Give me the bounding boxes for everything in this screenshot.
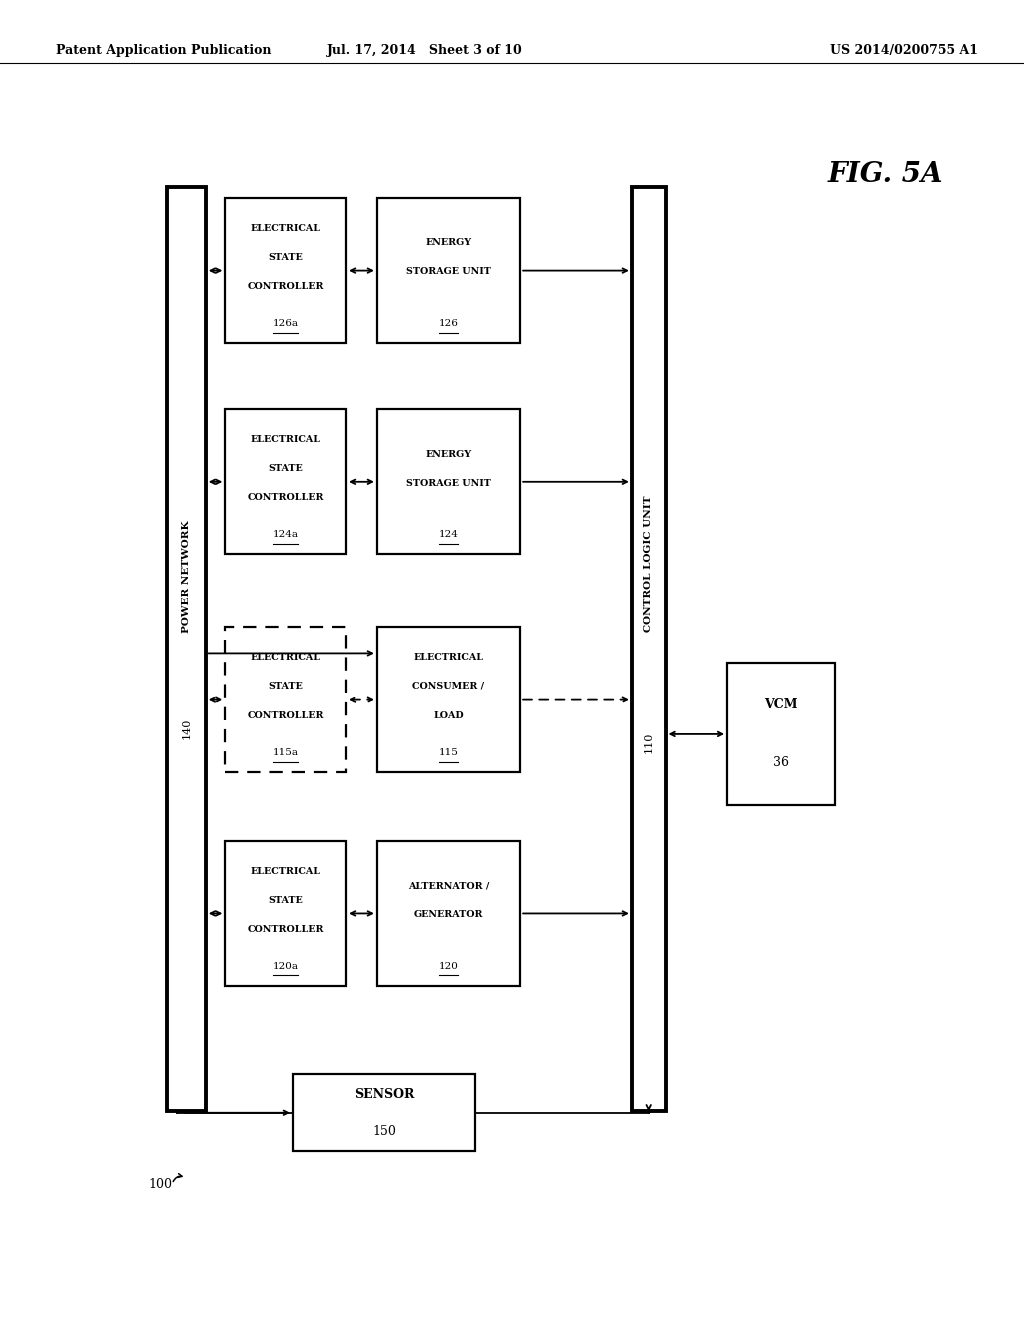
Bar xyxy=(167,187,206,1111)
Text: 140: 140 xyxy=(181,718,191,739)
Text: VCM: VCM xyxy=(764,698,798,711)
Text: 120: 120 xyxy=(438,962,459,970)
Text: 124: 124 xyxy=(438,531,459,539)
Text: GENERATOR: GENERATOR xyxy=(414,911,483,919)
Text: Jul. 17, 2014   Sheet 3 of 10: Jul. 17, 2014 Sheet 3 of 10 xyxy=(327,44,523,57)
Bar xyxy=(225,409,346,554)
Text: POWER NETWORK: POWER NETWORK xyxy=(182,520,190,634)
Text: ALTERNATOR /: ALTERNATOR / xyxy=(408,882,489,890)
Text: ELECTRICAL: ELECTRICAL xyxy=(414,653,483,661)
Text: CONTROLLER: CONTROLLER xyxy=(248,494,324,502)
Text: 115a: 115a xyxy=(272,748,299,756)
Text: STATE: STATE xyxy=(268,465,303,473)
Text: STATE: STATE xyxy=(268,682,303,690)
Bar xyxy=(727,663,835,805)
Bar xyxy=(377,198,520,343)
Text: 115: 115 xyxy=(438,748,459,756)
Text: 124a: 124a xyxy=(272,531,299,539)
Bar xyxy=(377,841,520,986)
Text: 120a: 120a xyxy=(272,962,299,970)
Text: CONSUMER /: CONSUMER / xyxy=(413,682,484,690)
Text: ENERGY: ENERGY xyxy=(425,450,472,458)
Text: STATE: STATE xyxy=(268,896,303,904)
Text: ELECTRICAL: ELECTRICAL xyxy=(251,653,321,661)
Text: 150: 150 xyxy=(372,1125,396,1138)
Text: US 2014/0200755 A1: US 2014/0200755 A1 xyxy=(829,44,978,57)
Bar xyxy=(225,841,346,986)
Text: ELECTRICAL: ELECTRICAL xyxy=(251,867,321,875)
Text: SENSOR: SENSOR xyxy=(354,1088,414,1101)
Text: 126a: 126a xyxy=(272,319,299,327)
Bar xyxy=(377,409,520,554)
Text: STORAGE UNIT: STORAGE UNIT xyxy=(407,268,490,276)
Bar xyxy=(293,1074,475,1151)
Text: ELECTRICAL: ELECTRICAL xyxy=(251,224,321,232)
Bar xyxy=(377,627,520,772)
Text: Patent Application Publication: Patent Application Publication xyxy=(56,44,271,57)
Bar xyxy=(632,187,666,1111)
Bar xyxy=(225,627,346,772)
Text: 100: 100 xyxy=(148,1177,173,1191)
Text: FIG. 5A: FIG. 5A xyxy=(828,161,943,187)
Bar xyxy=(225,198,346,343)
Text: CONTROL LOGIC UNIT: CONTROL LOGIC UNIT xyxy=(644,495,653,632)
Text: 126: 126 xyxy=(438,319,459,327)
Text: 110: 110 xyxy=(644,731,653,752)
Text: CONTROLLER: CONTROLLER xyxy=(248,711,324,719)
Text: STATE: STATE xyxy=(268,253,303,261)
Text: ENERGY: ENERGY xyxy=(425,239,472,247)
Text: CONTROLLER: CONTROLLER xyxy=(248,925,324,933)
Text: LOAD: LOAD xyxy=(433,711,464,719)
Text: STORAGE UNIT: STORAGE UNIT xyxy=(407,479,490,487)
Text: 36: 36 xyxy=(773,756,788,770)
Text: CONTROLLER: CONTROLLER xyxy=(248,282,324,290)
Text: ELECTRICAL: ELECTRICAL xyxy=(251,436,321,444)
